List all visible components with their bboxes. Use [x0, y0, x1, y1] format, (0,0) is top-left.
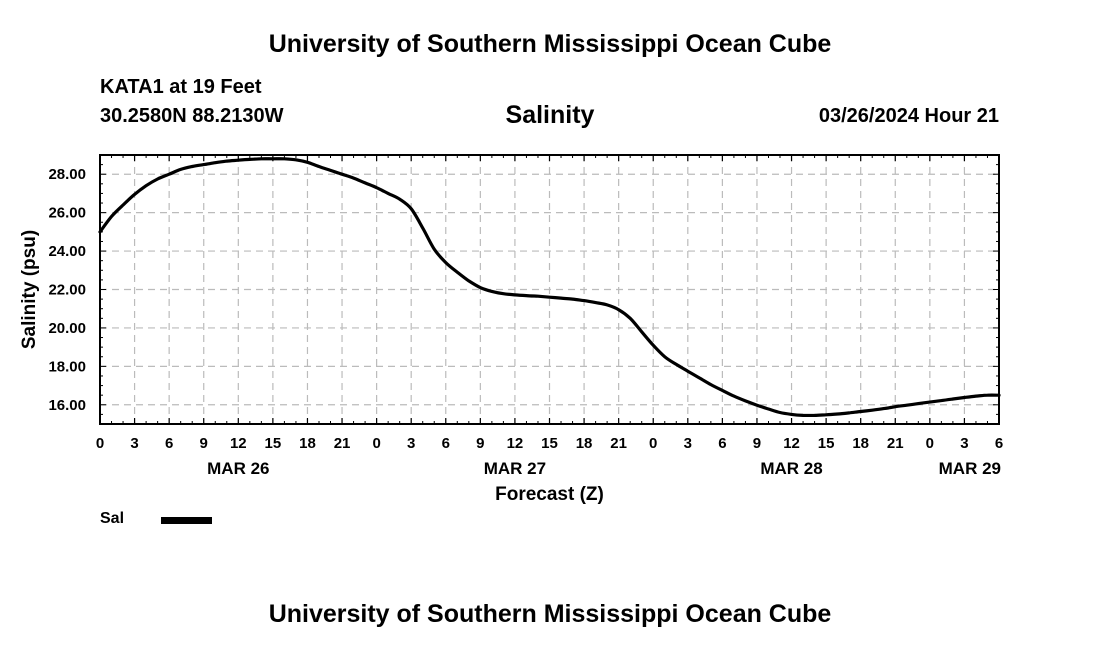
x-tick-label: 0 — [96, 435, 104, 452]
x-tick-label: 21 — [610, 435, 627, 452]
salinity-chart: 16.00 18.00 20.00 22.00 24.00 26.00 28.00 0 3 6 9 1… — [19, 154, 1003, 505]
date-label: MAR 27 — [484, 459, 546, 478]
y-tick-label: 28.00 — [48, 166, 86, 183]
x-tick-label: 15 — [818, 435, 835, 452]
y-tick-label: 26.00 — [48, 205, 86, 222]
grid — [100, 155, 999, 424]
x-tick-label: 12 — [230, 435, 247, 452]
bottom-title: University of Southern Mississippi Ocean… — [268, 600, 832, 628]
top-title: University of Southern Mississippi Ocean… — [268, 30, 832, 58]
x-tick-label: 15 — [541, 435, 558, 452]
x-tick-label: 0 — [649, 435, 657, 452]
y-tick-label: 16.00 — [48, 397, 86, 414]
x-tick-label: 3 — [960, 435, 968, 452]
x-tick-label: 3 — [407, 435, 415, 452]
y-tick-label: 20.00 — [48, 320, 86, 337]
x-tick-label: 0 — [372, 435, 380, 452]
x-tick-label: 21 — [334, 435, 351, 452]
chart-title: Salinity — [505, 101, 595, 129]
x-tick-label: 6 — [995, 435, 1003, 452]
x-tick-label: 9 — [476, 435, 484, 452]
x-tick-label: 12 — [507, 435, 524, 452]
series-layer — [98, 157, 1001, 418]
series-line-sal — [98, 157, 1001, 418]
y-tick-label: 24.00 — [48, 243, 86, 260]
date-label: MAR 29 — [939, 459, 1001, 478]
y-tick-label: 18.00 — [48, 358, 86, 375]
y-axis-title: Salinity (psu) — [19, 230, 40, 349]
x-tick-label: 0 — [926, 435, 934, 452]
x-tick-label: 21 — [887, 435, 904, 452]
x-tick-label: 3 — [130, 435, 138, 452]
x-tick-label: 18 — [852, 435, 869, 452]
date-label: MAR 26 — [207, 459, 269, 478]
x-tick-label: 3 — [684, 435, 692, 452]
x-axis-title: Forecast (Z) — [495, 484, 604, 505]
x-tick-label: 6 — [165, 435, 173, 452]
plot-frame — [99, 154, 1000, 425]
x-tick-label: 6 — [442, 435, 450, 452]
y-tick-label: 22.00 — [48, 282, 86, 299]
x-tick-label: 18 — [299, 435, 316, 452]
station-label: KATA1 at 19 Feet — [100, 76, 262, 98]
x-tick-label: 12 — [783, 435, 800, 452]
legend-line-swatch — [161, 517, 212, 524]
x-tick-label: 9 — [753, 435, 761, 452]
x-tick-label: 15 — [265, 435, 282, 452]
forecast-timestamp: 03/26/2024 Hour 21 — [818, 105, 999, 127]
x-tick-label: 18 — [576, 435, 593, 452]
date-label: MAR 28 — [760, 459, 822, 478]
x-tick-label: 9 — [200, 435, 208, 452]
axis-labels: 16.00 18.00 20.00 22.00 24.00 26.00 28.00 0 3 6 9 1… — [19, 166, 1003, 505]
x-tick-label: 6 — [718, 435, 726, 452]
legend-label: Sal — [100, 510, 125, 527]
coordinates-label: 30.2580N 88.2130W — [100, 105, 284, 127]
